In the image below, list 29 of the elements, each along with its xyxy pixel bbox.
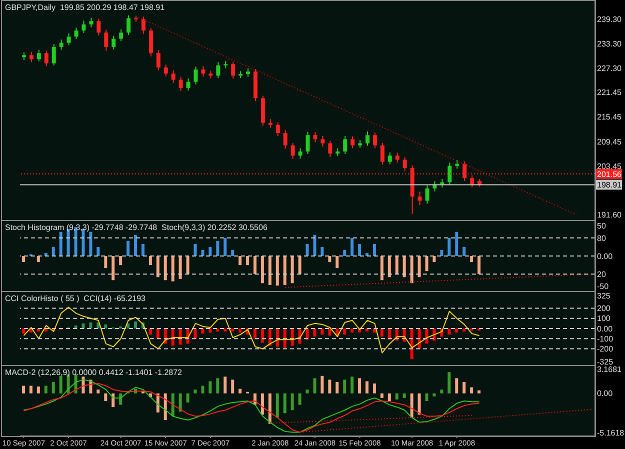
- y-tick-label: 50: [597, 222, 606, 231]
- ref-line-label: 198.91: [597, 180, 622, 190]
- y2-tick-label: 20: [597, 270, 606, 280]
- y-tick-label: 221.45: [597, 88, 622, 98]
- y-tick-label: 203.45: [597, 162, 622, 171]
- chart-title: MACD-2 (12,26,9) 0.0000 0.4412 -1.1401 -1.2872: [5, 367, 182, 378]
- y-tick-label: 0.00: [597, 324, 614, 334]
- ref-line-label: 201.56: [597, 170, 622, 179]
- chart-title: GBPJPY,Daily 199.85 200.29 198.47 198.91: [5, 2, 165, 13]
- y-tick-label: -50: [597, 282, 610, 292]
- y-tick-label: -325: [597, 357, 614, 366]
- y-tick-label: 0.00: [597, 389, 614, 398]
- y-tick-label: 239.30: [597, 14, 622, 24]
- y-tick-label: 233.30: [597, 39, 622, 48]
- y-tick-label: 3.1681: [597, 365, 622, 374]
- y-tick-label: 215.45: [597, 112, 622, 122]
- y-tick-label: -200: [597, 344, 614, 354]
- chart-title: CCI ColorHisto ( 55 ) CCI(14) -65.2193: [5, 293, 146, 304]
- y-tick-label: 200: [597, 304, 611, 314]
- y-tick-label: 325: [597, 291, 611, 300]
- chart-title: Stoch Histogram (9,3,3) -29.7748 -29.7748 Stoch(9,3,3) 20.2252 30.5506: [5, 222, 268, 233]
- y-tick-label: 227.30: [597, 64, 622, 74]
- y-tick-label: 209.45: [597, 137, 622, 146]
- y2-tick-label: 80: [597, 234, 606, 243]
- y-tick-label: 100: [597, 314, 611, 324]
- y-tick-label: -100: [597, 334, 614, 344]
- y-tick-label: -5.1618: [597, 428, 625, 438]
- y-tick-label: 0.00: [597, 252, 614, 261]
- y-tick-label: 191.60: [597, 210, 622, 220]
